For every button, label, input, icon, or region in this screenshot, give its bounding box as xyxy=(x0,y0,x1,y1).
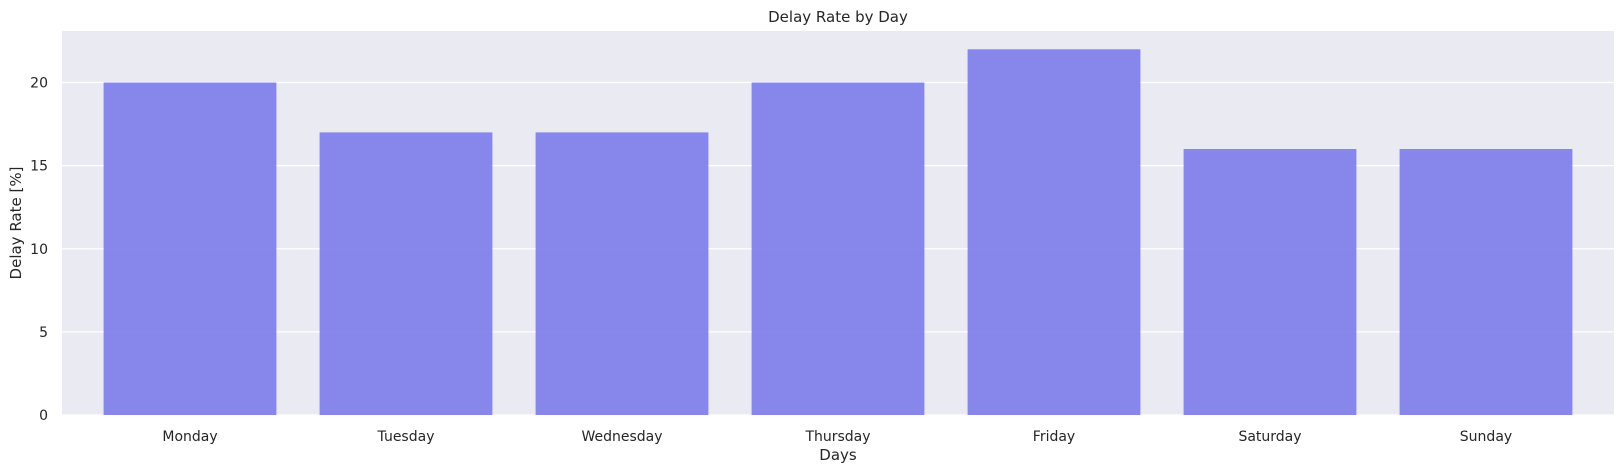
x-tick-label-monday: Monday xyxy=(162,429,217,445)
x-tick-label-friday: Friday xyxy=(1033,429,1075,445)
y-axis-label: Delay Rate [%] xyxy=(7,167,25,280)
bar-wednesday xyxy=(535,132,709,416)
x-tick-label-wednesday: Wednesday xyxy=(581,429,662,445)
bar-sunday xyxy=(1399,149,1573,415)
x-axis-label: Days xyxy=(819,446,857,464)
y-tick-label: 20 xyxy=(30,76,48,92)
x-tick-label-saturday: Saturday xyxy=(1238,429,1301,445)
bars xyxy=(103,49,1573,416)
y-tick-label: 0 xyxy=(39,408,48,424)
y-tick-label: 15 xyxy=(30,159,48,175)
bar-saturday xyxy=(1183,149,1357,415)
x-tick-labels: Monday Tuesday Wednesday Thursday Friday Satu… xyxy=(162,429,1512,445)
x-tick-label-sunday: Sunday xyxy=(1460,429,1512,445)
bar-friday xyxy=(967,49,1141,416)
y-tick-label: 5 xyxy=(39,325,48,341)
x-tick-label-thursday: Thursday xyxy=(804,429,870,445)
y-tick-label: 10 xyxy=(30,242,48,258)
bar-tuesday xyxy=(319,132,493,416)
y-tick-labels: 0 5 10 15 20 xyxy=(30,76,48,424)
bar-monday xyxy=(103,82,277,415)
x-tick-label-tuesday: Tuesday xyxy=(377,429,435,445)
bar-thursday xyxy=(751,82,925,415)
chart-title: Delay Rate by Day xyxy=(768,8,908,26)
